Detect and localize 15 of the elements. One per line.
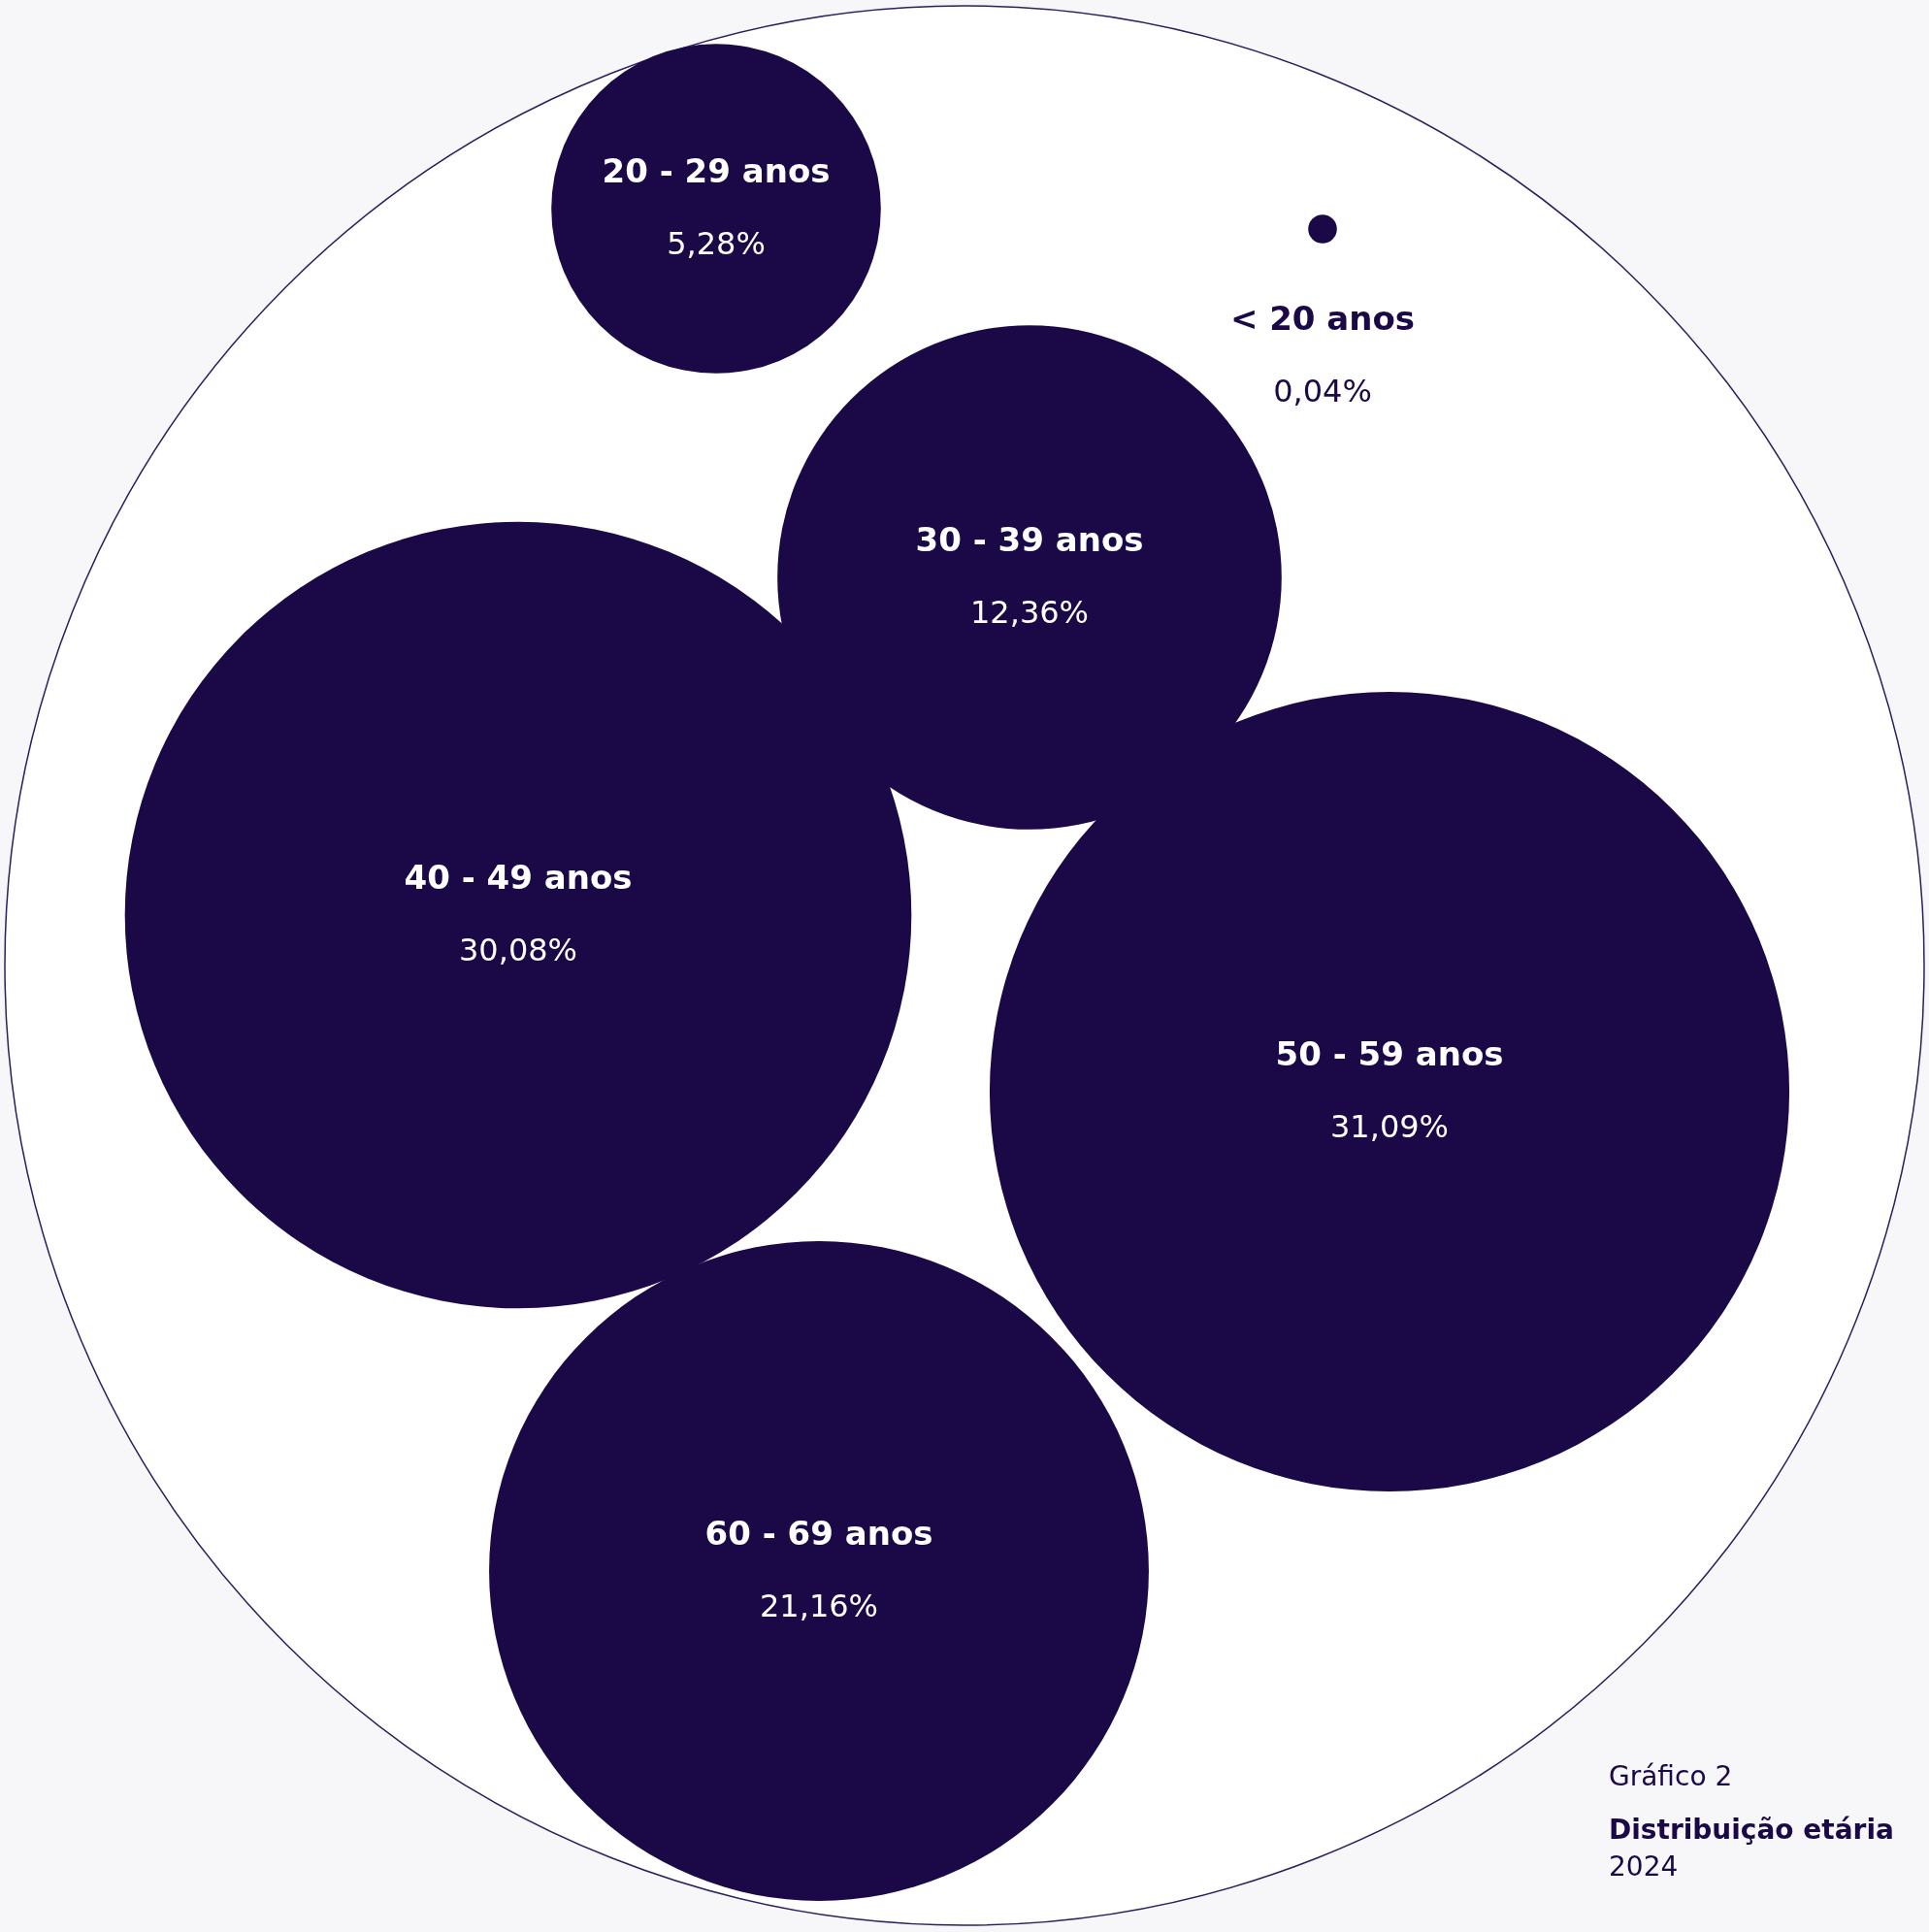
data-label: 5,28% bbox=[667, 225, 766, 263]
data-label: 0,04% bbox=[1273, 373, 1372, 410]
text: Distribuição etária bbox=[1609, 1814, 1894, 1847]
data-label: 31,09% bbox=[1329, 1108, 1450, 1146]
text: Gráfico 2 bbox=[1609, 1760, 1733, 1793]
data-label: 30,08% bbox=[458, 932, 578, 969]
category-label: 20 - 29 anos bbox=[602, 150, 831, 190]
category-label: 60 - 69 anos bbox=[704, 1513, 933, 1553]
category-label: < 20 anos bbox=[1229, 298, 1416, 338]
category-label: 50 - 59 anos bbox=[1275, 1033, 1504, 1073]
data-label: 21,16% bbox=[759, 1588, 879, 1625]
text: 2024 bbox=[1609, 1850, 1679, 1883]
category-label: 30 - 39 anos bbox=[915, 519, 1144, 559]
data-label: 12,36% bbox=[969, 594, 1090, 632]
category-label: 40 - 49 anos bbox=[404, 857, 633, 897]
